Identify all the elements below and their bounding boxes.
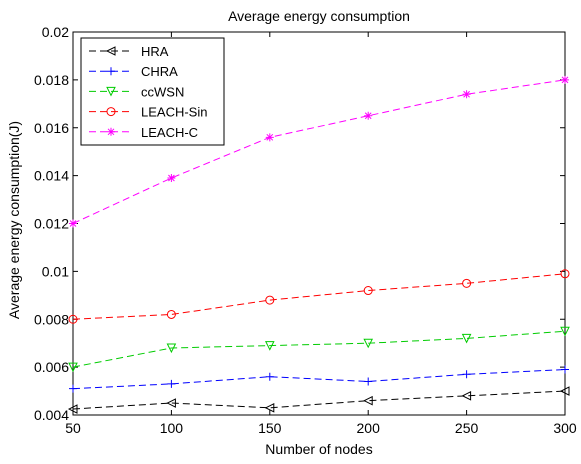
legend-marker	[105, 46, 116, 56]
series-leach-sin	[68, 269, 570, 324]
data-point	[68, 362, 78, 373]
legend-marker	[106, 107, 116, 117]
data-point	[265, 295, 275, 305]
y-tick-label: 0.02	[42, 24, 69, 40]
legend-label: LEACH-C	[141, 125, 198, 140]
series-line	[72, 390, 566, 410]
data-point	[363, 338, 374, 349]
y-axis-label: Average energy consumption(J)	[6, 121, 22, 319]
data-point	[462, 278, 472, 288]
data-point	[462, 370, 471, 379]
data-point	[461, 333, 472, 344]
data-point	[363, 395, 373, 406]
legend: HRA CHRA ccWSN LEACH-Sin LEACH-C	[80, 37, 225, 146]
data-point	[265, 133, 274, 142]
y-tick-label: 0.018	[34, 72, 69, 88]
legend-marker	[107, 67, 115, 76]
legend-label: CHRA	[141, 64, 178, 79]
data-point	[166, 343, 177, 354]
x-tick-label: 250	[455, 420, 479, 436]
data-point	[67, 404, 78, 414]
x-tick-label: 200	[357, 420, 381, 436]
legend-marker	[106, 86, 116, 97]
y-tick-label: 0.014	[34, 168, 69, 184]
legend-label: LEACH-Sin	[141, 105, 207, 120]
data-point	[166, 309, 176, 319]
data-point	[264, 403, 275, 413]
x-tick-label: 150	[258, 420, 282, 436]
series-leach-c	[69, 75, 569, 228]
y-tick-label: 0.012	[34, 216, 69, 232]
series-line	[72, 330, 566, 368]
legend-item: LEACH-C	[89, 125, 198, 140]
data-point	[68, 314, 78, 324]
data-point	[561, 365, 569, 374]
data-point	[364, 377, 373, 386]
data-point	[363, 286, 373, 296]
data-point	[462, 90, 471, 99]
data-point	[561, 75, 569, 84]
series-line	[72, 79, 566, 224]
y-tick-label: 0.01	[42, 263, 69, 279]
data-point	[167, 174, 176, 183]
legend-marker	[107, 127, 115, 136]
series-line	[72, 273, 566, 320]
data-point	[166, 398, 176, 408]
legend-item: HRA	[89, 44, 169, 59]
axis-ticks: 50 100 150 200 250 300 0.004 0.006 0.008 0.01 0.01…	[34, 24, 577, 436]
chart-title: Average energy consumption	[228, 8, 410, 24]
series-chra	[69, 365, 569, 393]
y-tick-label: 0.004	[34, 407, 69, 423]
data-point	[264, 341, 275, 351]
series-ccwsn	[68, 326, 570, 373]
x-axis-label: Number of nodes	[265, 441, 372, 457]
data-point	[69, 219, 77, 228]
legend-label: ccWSN	[141, 84, 184, 99]
x-tick-label: 300	[553, 420, 577, 436]
legend-item: CHRA	[89, 64, 178, 79]
legend-item: LEACH-Sin	[89, 105, 207, 120]
data-point	[265, 372, 274, 381]
data-point	[167, 379, 176, 388]
y-tick-label: 0.006	[34, 359, 69, 375]
data-point	[560, 269, 570, 279]
x-tick-label: 50	[65, 420, 81, 436]
series-layer	[67, 75, 570, 414]
legend-item: ccWSN	[89, 84, 184, 99]
series-line	[72, 369, 566, 390]
data-point	[461, 391, 472, 401]
data-point	[559, 386, 570, 396]
data-point	[364, 111, 373, 120]
legend-label: HRA	[141, 44, 169, 59]
x-tick-label: 100	[160, 420, 184, 436]
y-tick-label: 0.008	[34, 311, 69, 327]
y-tick-label: 0.016	[34, 120, 69, 136]
series-hra	[67, 386, 570, 414]
data-point	[560, 326, 570, 337]
data-point	[69, 384, 77, 393]
